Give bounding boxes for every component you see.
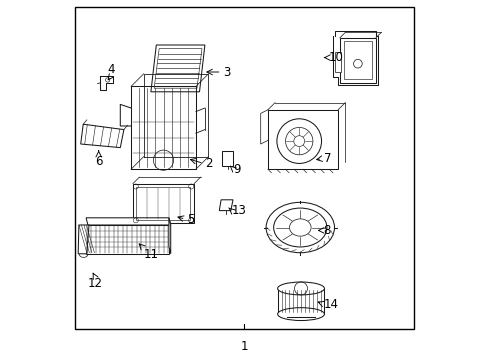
Circle shape xyxy=(276,119,321,163)
Polygon shape xyxy=(151,45,204,92)
Ellipse shape xyxy=(273,208,326,247)
Bar xyxy=(75,7,413,329)
Bar xyxy=(133,184,194,223)
Text: 2: 2 xyxy=(204,157,212,170)
Polygon shape xyxy=(86,225,168,254)
Text: 14: 14 xyxy=(323,298,338,311)
Bar xyxy=(267,110,337,169)
Polygon shape xyxy=(78,225,89,254)
Polygon shape xyxy=(219,200,232,211)
Text: 12: 12 xyxy=(87,277,102,290)
Text: 8: 8 xyxy=(323,224,330,237)
Text: 7: 7 xyxy=(323,152,330,165)
Polygon shape xyxy=(168,218,170,254)
Text: 13: 13 xyxy=(231,204,246,217)
Text: 9: 9 xyxy=(233,163,241,176)
Ellipse shape xyxy=(277,308,324,320)
Bar xyxy=(334,52,340,72)
Text: 10: 10 xyxy=(328,51,343,64)
Polygon shape xyxy=(86,218,170,225)
Text: 3: 3 xyxy=(223,66,230,78)
Text: 1: 1 xyxy=(240,340,248,353)
Polygon shape xyxy=(81,124,123,148)
Text: 4: 4 xyxy=(107,63,115,76)
Ellipse shape xyxy=(265,202,334,253)
Ellipse shape xyxy=(277,282,324,295)
Bar xyxy=(222,151,232,166)
Bar xyxy=(339,38,375,83)
Text: 5: 5 xyxy=(186,213,194,226)
Bar xyxy=(136,187,190,220)
Text: 6: 6 xyxy=(95,155,102,168)
Bar xyxy=(343,41,371,79)
Text: 11: 11 xyxy=(143,248,159,261)
